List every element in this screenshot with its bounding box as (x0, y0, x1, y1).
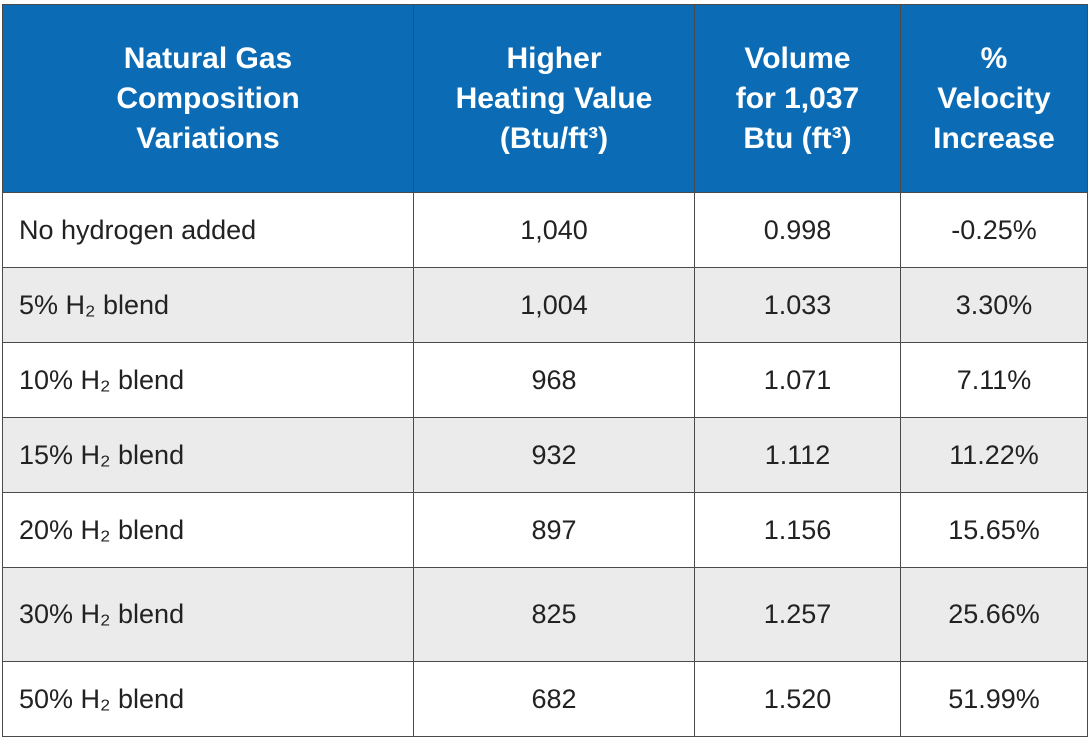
data-cell: 3.30% (900, 267, 1088, 343)
data-cell: 1,040 (413, 192, 695, 268)
header-text: Heating Value (455, 81, 653, 115)
header-text: Btu (ft³) (743, 121, 852, 155)
data-cell: 932 (413, 417, 695, 493)
header-text: for 1,037 (735, 81, 860, 115)
header-text: Natural Gas (123, 41, 293, 75)
data-cell: 968 (413, 342, 695, 418)
data-cell: 1.156 (694, 492, 901, 568)
data-cell: 1,004 (413, 267, 695, 343)
row-label: 20% H₂ blend (2, 492, 414, 568)
header-text: Increase (933, 121, 1055, 155)
data-cell: 897 (413, 492, 695, 568)
header-text: Higher (506, 41, 602, 75)
header-cell: % Velocity Increase (900, 4, 1088, 193)
data-cell: 0.998 (694, 192, 901, 268)
data-cell: 25.66% (900, 567, 1088, 662)
data-cell: -0.25% (900, 192, 1088, 268)
header-text: Velocity (937, 81, 1051, 115)
data-cell: 1.520 (694, 661, 901, 737)
data-cell: 1.112 (694, 417, 901, 493)
data-cell: 825 (413, 567, 695, 662)
row-label: No hydrogen added (2, 192, 414, 268)
header-text: (Btu/ft³) (499, 121, 609, 155)
data-cell: 1.257 (694, 567, 901, 662)
header-text: Variations (136, 121, 280, 155)
row-label: 15% H₂ blend (2, 417, 414, 493)
header-cell: Volume for 1,037 Btu (ft³) (694, 4, 901, 193)
row-label: 50% H₂ blend (2, 661, 414, 737)
row-label: 5% H₂ blend (2, 267, 414, 343)
data-cell: 51.99% (900, 661, 1088, 737)
header-cell: Natural Gas Composition Variations (2, 4, 414, 193)
data-cell: 15.65% (900, 492, 1088, 568)
header-text: Volume (744, 41, 851, 75)
header-text: Composition (116, 81, 300, 115)
header-text: % (980, 41, 1008, 75)
row-label: 10% H₂ blend (2, 342, 414, 418)
data-cell: 1.071 (694, 342, 901, 418)
data-cell: 11.22% (900, 417, 1088, 493)
data-cell: 7.11% (900, 342, 1088, 418)
row-label: 30% H₂ blend (2, 567, 414, 662)
header-cell: Higher Heating Value (Btu/ft³) (413, 4, 695, 193)
data-cell: 682 (413, 661, 695, 737)
data-cell: 1.033 (694, 267, 901, 343)
